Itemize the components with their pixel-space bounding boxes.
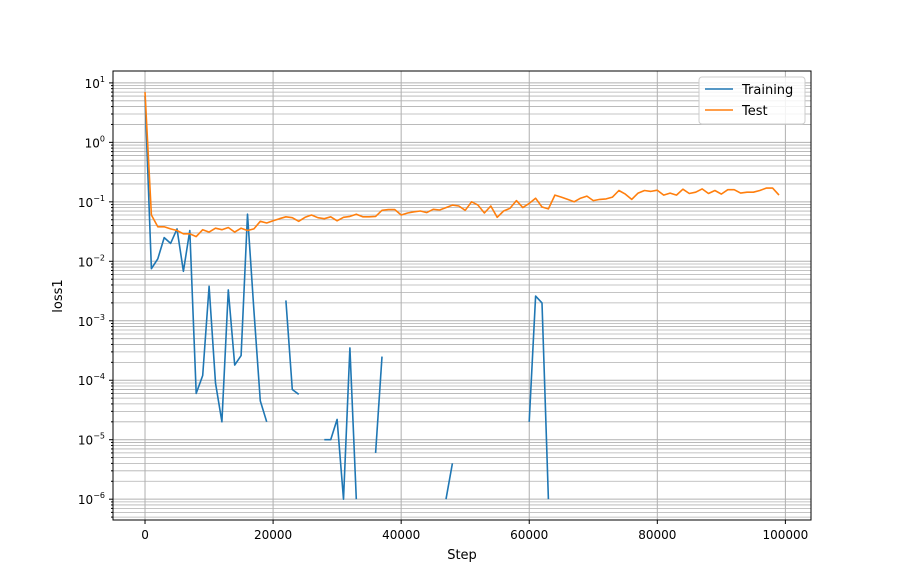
y-tick-label: 10−4 [78,372,105,388]
x-tick-label: 40000 [382,528,420,542]
axis-ticks: 0 20000 40000 60000 80000 100000 101 100 10−1 10−… [78,75,808,542]
y-tick-label: 10−1 [78,194,105,210]
grid-lines [113,71,811,520]
training-series-line [324,347,358,501]
x-tick-label: 60000 [510,528,548,542]
plot-frame [112,70,812,521]
y-tick-label: 101 [85,75,105,91]
x-tick-label: 0 [141,528,149,542]
x-axis-label: Step [447,548,477,563]
y-axis-label: loss1 [51,279,66,312]
y-tick-label: 10−2 [78,253,105,269]
training-series-line [285,300,300,395]
training-series-line [528,295,550,500]
training-series-line [374,356,383,453]
training-series-line [445,463,454,500]
y-tick-label: 100 [85,134,105,150]
series-lines [144,92,780,501]
training-series-line [144,96,268,423]
legend-label-test: Test [741,104,768,119]
x-tick-label: 20000 [254,528,292,542]
y-tick-label: 10−3 [78,313,105,329]
x-tick-label: 100000 [762,528,808,542]
y-tick-label: 10−5 [78,432,105,448]
legend: Training Test [698,76,806,125]
test-series-line [144,92,780,238]
y-tick-label: 10−6 [78,491,105,507]
x-tick-label: 80000 [638,528,676,542]
legend-label-training: Training [741,83,793,98]
